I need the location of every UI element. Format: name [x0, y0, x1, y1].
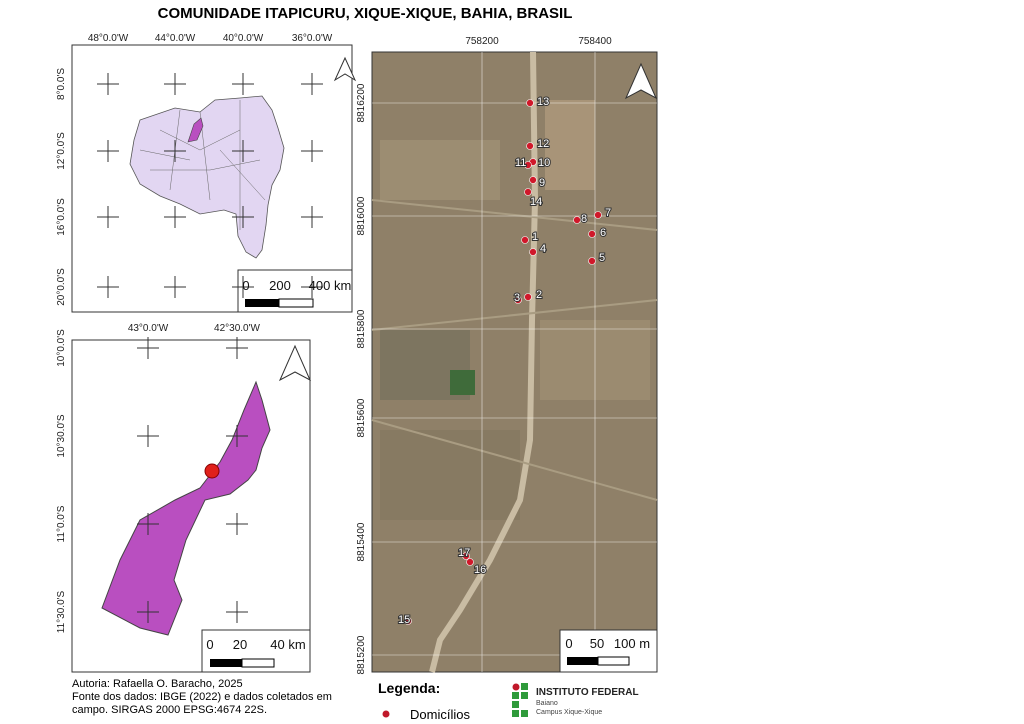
scale-label: 100 m — [614, 636, 650, 651]
left-label: 11°30.0'S — [56, 590, 67, 633]
scale-bar — [210, 659, 242, 667]
household-point — [588, 257, 596, 265]
point-label: 8 — [581, 213, 587, 225]
field — [380, 430, 520, 520]
scale-bar — [278, 298, 314, 308]
left-label: 8815400 — [356, 522, 367, 561]
household-point — [524, 293, 532, 301]
state-map — [71, 44, 357, 313]
field — [545, 100, 595, 190]
credit: Autoria: Rafaella O. Baracho, 2025 — [72, 678, 243, 690]
scale-label: 400 km — [309, 278, 352, 293]
household-point — [526, 142, 534, 150]
point-label: 7 — [605, 207, 611, 219]
logo-campus: Campus Xique-Xique — [536, 709, 602, 716]
scale-label: 50 — [590, 636, 604, 651]
household-point — [529, 176, 537, 184]
left-label: 8815600 — [356, 398, 367, 437]
left-label: 8815200 — [356, 635, 367, 674]
scale-bar — [597, 656, 630, 666]
top-label: 48°0.0'W — [88, 33, 129, 44]
household-point — [524, 188, 532, 196]
top-label: 36°0.0'W — [292, 33, 333, 44]
point-label: 13 — [537, 96, 549, 108]
scale-label: 20 — [233, 637, 247, 652]
point-label: 3 — [514, 292, 520, 304]
point-label: 6 — [600, 227, 606, 239]
highlight — [187, 117, 204, 143]
legend-title: Legenda: — [378, 680, 440, 696]
scale-bar — [245, 299, 279, 307]
grid — [372, 52, 657, 672]
point-label: 2 — [536, 289, 542, 301]
household-point — [588, 230, 596, 238]
community-location — [204, 463, 220, 479]
field — [380, 140, 500, 200]
scale-label: 0 — [565, 636, 572, 651]
point-label: 17 — [458, 547, 470, 559]
point-label: 9 — [539, 177, 545, 189]
point-label: 1 — [532, 231, 538, 243]
point-label: 12 — [537, 138, 549, 150]
point-label: 11 — [515, 157, 526, 169]
scale-label: 0 — [242, 278, 249, 293]
household-point — [514, 296, 522, 304]
left-label: 12°0.0'S — [56, 132, 67, 170]
point-label: 14 — [530, 196, 542, 208]
household-point — [404, 617, 412, 625]
top-label: 43°0.0'W — [128, 323, 169, 334]
point-label: 16 — [474, 564, 486, 576]
title: COMUNIDADE ITAPICURU, XIQUE-XIQUE, BAHIA… — [158, 5, 573, 22]
legend-symbol — [382, 710, 390, 718]
logo-sub: Baiano — [536, 700, 558, 707]
left-label: 11°0.0'S — [56, 505, 67, 542]
top-label: 44°0.0'W — [155, 33, 196, 44]
point-label: 4 — [540, 243, 546, 255]
scale-label: 40 km — [270, 637, 305, 652]
logo — [512, 683, 528, 717]
logo-name: INSTITUTO FEDERAL — [536, 687, 639, 698]
scale-label: 200 — [269, 278, 291, 293]
credit: Fonte dos dados: IBGE (2022) e dados col… — [72, 691, 332, 703]
household-point — [524, 161, 532, 169]
left-label: 8816200 — [356, 83, 367, 122]
top-label: 758200 — [465, 36, 499, 47]
north-arrow — [624, 62, 658, 100]
scale-bar — [241, 658, 275, 668]
left-label: 16°0.0'S — [56, 198, 67, 236]
left-label: 10°0.0'S — [56, 329, 67, 367]
north-arrow — [333, 56, 357, 82]
legend-item: Domicílios — [410, 707, 470, 722]
household-point — [462, 552, 470, 560]
north-arrow — [278, 344, 312, 382]
household-point — [529, 248, 537, 256]
left-label: 8815800 — [356, 309, 367, 348]
household-point — [526, 99, 534, 107]
point-label: 10 — [538, 157, 550, 169]
household-point — [466, 558, 474, 566]
left-label: 20°0.0'S — [56, 268, 67, 306]
field — [450, 370, 475, 395]
left-label: 10°30.0'S — [56, 414, 67, 457]
top-label: 758400 — [578, 36, 612, 47]
municipality-map — [71, 339, 312, 673]
left-label: 8816000 — [356, 196, 367, 235]
track — [371, 199, 658, 501]
left-label: 8°0.0'S — [56, 68, 67, 100]
local-map — [371, 51, 658, 673]
scale-bar — [567, 657, 598, 665]
household-point — [521, 236, 529, 244]
point-label: 5 — [599, 252, 605, 264]
scale-label: 0 — [206, 637, 213, 652]
point-label: 15 — [398, 614, 410, 626]
road — [429, 51, 539, 673]
household-point — [573, 216, 581, 224]
top-label: 40°0.0'W — [223, 33, 264, 44]
household-point — [594, 211, 602, 219]
top-label: 42°30.0'W — [214, 323, 260, 334]
credit: campo. SIRGAS 2000 EPSG:4674 22S. — [72, 704, 267, 716]
